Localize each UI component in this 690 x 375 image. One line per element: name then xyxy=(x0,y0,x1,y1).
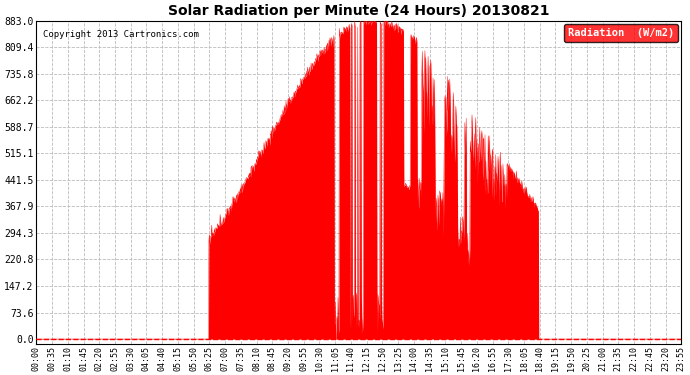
Title: Solar Radiation per Minute (24 Hours) 20130821: Solar Radiation per Minute (24 Hours) 20… xyxy=(168,4,549,18)
Text: Copyright 2013 Cartronics.com: Copyright 2013 Cartronics.com xyxy=(43,30,199,39)
Legend: Radiation  (W/m2): Radiation (W/m2) xyxy=(564,24,678,42)
